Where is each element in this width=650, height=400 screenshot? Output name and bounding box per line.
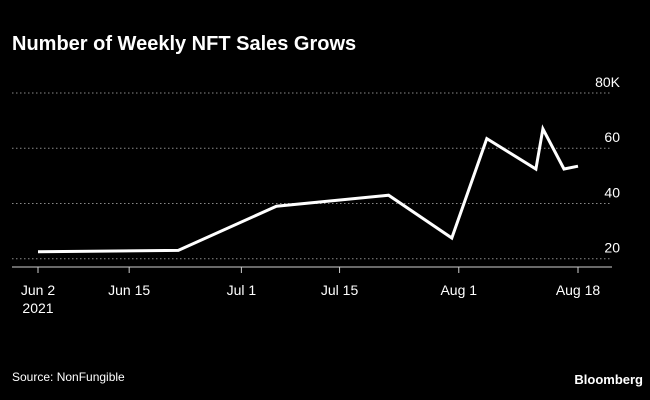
source-note: Source: NonFungible [12,370,125,384]
chart-title: Number of Weekly NFT Sales Grows [12,33,356,55]
x-tick-sublabel: 2021 [22,300,53,316]
grid-lines [12,92,612,260]
y-tick-label: 20 [604,240,620,256]
y-axis-tick-labels: 20 40 60 80K [595,74,621,256]
series-line-0 [37,124,579,254]
x-tick-label: Aug 1 [440,282,477,298]
x-tick-label: Aug 18 [556,282,601,298]
x-axis-ticks: Jun 2 2021 Jun 15 Jul 1 Jul 15 Aug 1 Aug 18 [21,267,601,316]
y-tick-label: 60 [604,129,620,145]
x-tick-label: Jul 15 [321,282,359,298]
series-layer [37,124,579,254]
y-tick-label: 80K [595,74,621,90]
brand-logo: Bloomberg [574,372,643,387]
x-tick-label: Jun 2 [21,282,55,298]
y-tick-label: 40 [604,184,620,200]
x-tick-label: Jun 15 [108,282,150,298]
x-tick-label: Jul 1 [227,282,257,298]
